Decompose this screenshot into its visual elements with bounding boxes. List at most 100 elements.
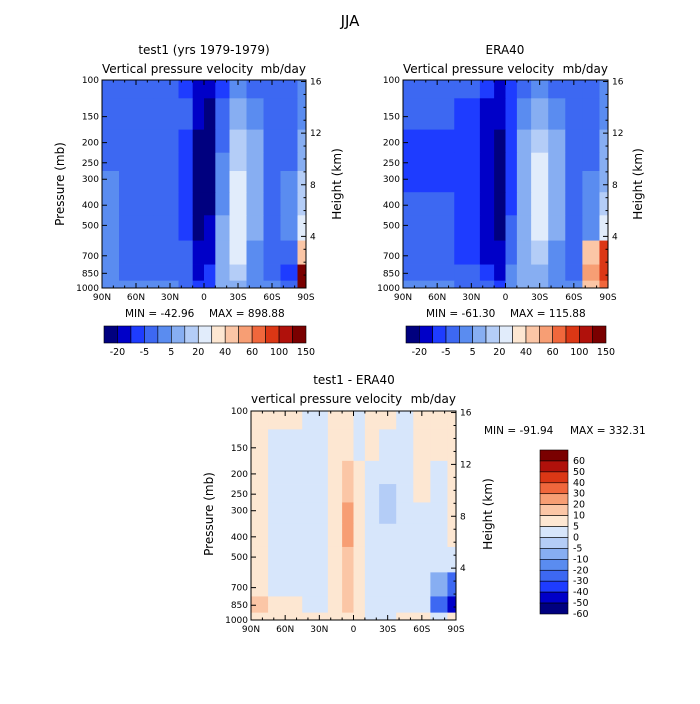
heatmap-cell [204,264,216,282]
heatmap-cell [215,152,230,172]
y2-tick-label: 16 [310,78,322,88]
x-tick-label: 60S [565,293,582,303]
heatmap-cell [268,523,303,548]
colorbar-swatch [539,580,569,593]
colorbar-swatch [485,325,500,344]
colorbar-swatch [539,559,569,571]
heatmap-cell [251,523,269,548]
heatmap-cell [119,129,154,154]
axes: 90N 60N 30N 0 30S 60S 90S 100 150 200 250 300 400 500… [225,407,472,635]
heatmap-cell [364,484,380,503]
heatmap-cell [153,192,179,216]
heatmap-cell [396,484,414,503]
min-label: MIN = -42.96 [125,308,195,320]
heatmap-cell [297,80,307,99]
y-tick-label: 700 [383,252,400,262]
heatmap-cell [153,215,179,241]
heatmap-cell [403,152,421,172]
colorbar-swatch [539,537,569,549]
heatmap-cell [505,80,518,99]
heatmap-cell [364,612,380,621]
x-tick-label: 30S [229,293,246,303]
heatmap-cell [119,215,154,241]
heatmap-cell [516,98,532,131]
heatmap-cell [263,264,281,282]
colorbar-label: 20 [192,347,204,358]
panel-title: test1 - ERA40 [313,373,395,387]
heatmap-cell [420,215,455,241]
heatmap-cell [379,411,397,430]
heatmap-cell [548,98,566,131]
heatmap-cell [454,192,481,216]
heatmap-cell [215,129,230,154]
heatmap-cell [119,98,154,131]
heatmap-cell [479,171,495,193]
heatmap-cell [342,612,354,621]
heatmap-cell [531,192,549,216]
heatmap-cell [379,572,397,597]
heatmap-cell [204,192,216,216]
heatmap-cell [531,129,549,154]
heatmap-cell [153,80,179,99]
x-tick-label: 0 [351,625,357,635]
heatmap-cell [297,280,307,289]
heatmap-cell [102,171,120,193]
axes: 90N 60N 30N 0 30S 60S 90S 100 150 200 250 300 400 500… [76,76,322,303]
colorbar-swatch [238,325,253,344]
heatmap-cell [599,171,609,193]
x-tick-label: 60N [428,293,446,303]
heatmap-cell [246,80,264,99]
heatmap-cell [430,572,448,597]
heatmap-cell [420,98,455,131]
heatmap-cell [548,171,566,193]
heatmap-cell [302,596,329,614]
heatmap-cell [454,215,481,241]
heatmap-cell [430,596,448,614]
heatmap-cell [396,502,414,525]
x-tick-label: 30S [379,625,396,635]
colorbar-label: 30 [573,489,585,500]
max-label: MAX = 898.88 [209,308,285,320]
heatmap-cell [192,152,205,172]
heatmap-cell [353,429,366,462]
heatmap-cell [153,264,179,282]
y-tick-label: 700 [231,584,248,594]
panel-test1: test1 (yrs 1979-1979) Vertical pressure … [53,43,344,358]
heatmap-cell [342,572,354,597]
heatmap-cell [251,460,269,485]
heatmap-cell [531,240,549,265]
heatmap-cell [505,264,518,282]
heatmap-cell [396,523,414,548]
min-label: MIN = -61.30 [426,308,495,320]
heatmap-cell [178,280,194,289]
x-tick-label: 90N [242,625,260,635]
heatmap-cell [494,215,506,241]
colorbar-label: 150 [297,347,315,358]
heatmap-cell [178,171,194,193]
heatmap-cell [379,429,397,462]
colorbar-swatch [539,471,569,484]
heatmap-cell [599,98,609,131]
colorbar-swatch [539,569,569,582]
x-tick-label: 60S [263,293,280,303]
heatmap-cell [494,280,506,289]
colorbar-swatch [525,325,540,344]
heatmap-cell [302,484,329,503]
heatmap-cell [102,192,120,216]
heatmap-cell [268,502,303,525]
y2-tick-label: 12 [460,460,471,470]
heatmap-cell [263,152,281,172]
colorbar-swatch [552,325,567,344]
heatmap-cell [353,596,366,614]
heatmap-cell [403,171,421,193]
heatmap-cell [251,502,269,525]
colorbar-swatch [565,325,580,344]
colorbar-label: 10 [573,511,585,522]
heatmap-cell [215,240,230,265]
heatmap-cell [215,264,230,282]
heatmap-cell [119,152,154,172]
heatmap-cell [280,129,298,154]
heatmap-cell [102,80,120,99]
heatmap-cell [582,171,600,193]
heatmap-cell [251,572,269,597]
